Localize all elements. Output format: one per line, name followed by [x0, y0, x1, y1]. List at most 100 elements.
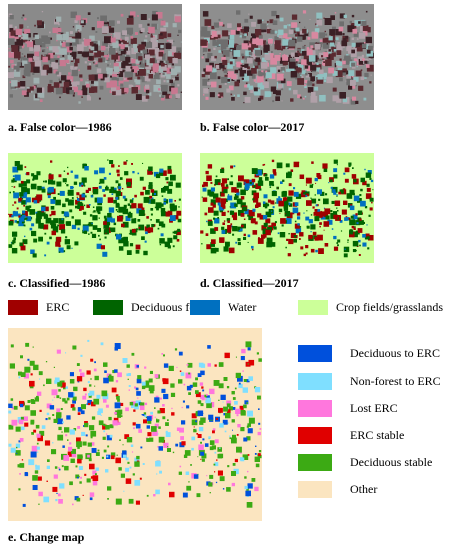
- map-pixel: [337, 244, 339, 247]
- map-pixel: [126, 178, 132, 185]
- map-pixel: [27, 26, 29, 28]
- map-pixel: [244, 181, 246, 184]
- map-pixel: [240, 410, 246, 416]
- map-pixel: [364, 168, 366, 171]
- map-pixel: [217, 76, 221, 80]
- map-pixel: [240, 196, 245, 200]
- map-pixel: [59, 224, 65, 230]
- map-pixel: [284, 61, 288, 65]
- map-pixel: [197, 373, 202, 377]
- map-pixel: [61, 41, 67, 47]
- map-pixel: [201, 73, 206, 78]
- map-pixel: [242, 74, 250, 82]
- map-pixel: [227, 225, 232, 230]
- map-pixel: [116, 234, 122, 240]
- map-pixel: [77, 446, 80, 449]
- map-pixel: [56, 236, 62, 242]
- map-pixel: [177, 84, 180, 87]
- map-pixel: [156, 172, 158, 175]
- map-pixel: [287, 196, 293, 202]
- map-pixel: [50, 223, 57, 229]
- map-pixel: [105, 425, 110, 430]
- map-pixel: [207, 48, 211, 52]
- map-pixel: [221, 226, 225, 230]
- map-pixel: [107, 24, 112, 29]
- map-pixel: [206, 475, 208, 477]
- map-pixel: [77, 380, 80, 383]
- map-pixel: [107, 375, 114, 382]
- map-pixel: [316, 77, 324, 84]
- map-pixel: [89, 497, 93, 501]
- map-pixel: [255, 204, 259, 208]
- map-pixel: [244, 18, 249, 23]
- map-pixel: [17, 464, 21, 468]
- map-pixel: [171, 407, 173, 410]
- map-pixel: [193, 474, 199, 479]
- map-pixel: [21, 44, 25, 47]
- map-pixel: [112, 41, 119, 48]
- map-pixel: [184, 450, 191, 456]
- map-pixel: [75, 474, 80, 479]
- map-pixel: [63, 455, 70, 461]
- map-pixel: [247, 57, 253, 64]
- map-pixel: [163, 363, 169, 368]
- map-pixel: [58, 251, 61, 253]
- legend-swatch: [298, 454, 332, 471]
- map-pixel: [46, 241, 50, 245]
- map-pixel: [241, 26, 244, 29]
- map-pixel: [8, 220, 14, 226]
- map-pixel: [178, 198, 181, 201]
- map-pixel: [87, 400, 92, 405]
- map-pixel: [255, 51, 259, 55]
- map-pixel: [144, 226, 150, 232]
- map-pixel: [81, 193, 86, 198]
- map-pixel: [46, 403, 52, 409]
- map-pixel: [275, 90, 281, 96]
- map-pixel: [332, 189, 336, 193]
- map-pixel: [76, 192, 80, 196]
- map-pixel: [155, 12, 163, 19]
- map-pixel: [232, 226, 238, 232]
- map-pixel: [175, 93, 180, 99]
- map-pixel: [324, 30, 326, 33]
- map-pixel: [64, 239, 70, 245]
- map-pixel: [128, 44, 131, 47]
- map-pixel: [30, 419, 35, 424]
- map-pixel: [319, 39, 323, 43]
- map-pixel: [107, 215, 109, 217]
- map-pixel: [257, 238, 264, 244]
- map-pixel: [61, 41, 63, 43]
- map-pixel: [76, 196, 78, 198]
- map-pixel: [122, 195, 126, 199]
- map-pixel: [154, 206, 157, 209]
- map-pixel: [77, 426, 81, 429]
- map-pixel: [56, 34, 63, 41]
- legend-label: ERC stable: [350, 428, 404, 442]
- map-pixel: [103, 215, 107, 219]
- map-pixel: [351, 49, 355, 54]
- map-pixel: [145, 416, 148, 418]
- map-pixel: [116, 395, 120, 400]
- map-pixel: [234, 69, 239, 74]
- map-pixel: [272, 169, 277, 173]
- map-pixel: [109, 20, 115, 26]
- map-pixel: [103, 194, 106, 197]
- map-pixel: [90, 358, 94, 362]
- map-pixel: [326, 43, 328, 45]
- map-pixel: [118, 183, 121, 187]
- map-pixel: [116, 210, 119, 213]
- map-pixel: [8, 65, 11, 68]
- map-pixel: [263, 202, 268, 208]
- map-pixel: [60, 48, 67, 55]
- map-pixel: [50, 199, 56, 204]
- map-pixel: [200, 230, 204, 234]
- map-pixel: [248, 417, 255, 424]
- map-pixel: [270, 86, 276, 92]
- map-pixel: [265, 229, 271, 236]
- map-pixel: [351, 85, 356, 89]
- map-pixel: [70, 404, 75, 408]
- map-pixel: [130, 11, 136, 17]
- map-pixel: [163, 199, 168, 204]
- map-pixel: [148, 182, 153, 186]
- map-pixel: [171, 82, 175, 87]
